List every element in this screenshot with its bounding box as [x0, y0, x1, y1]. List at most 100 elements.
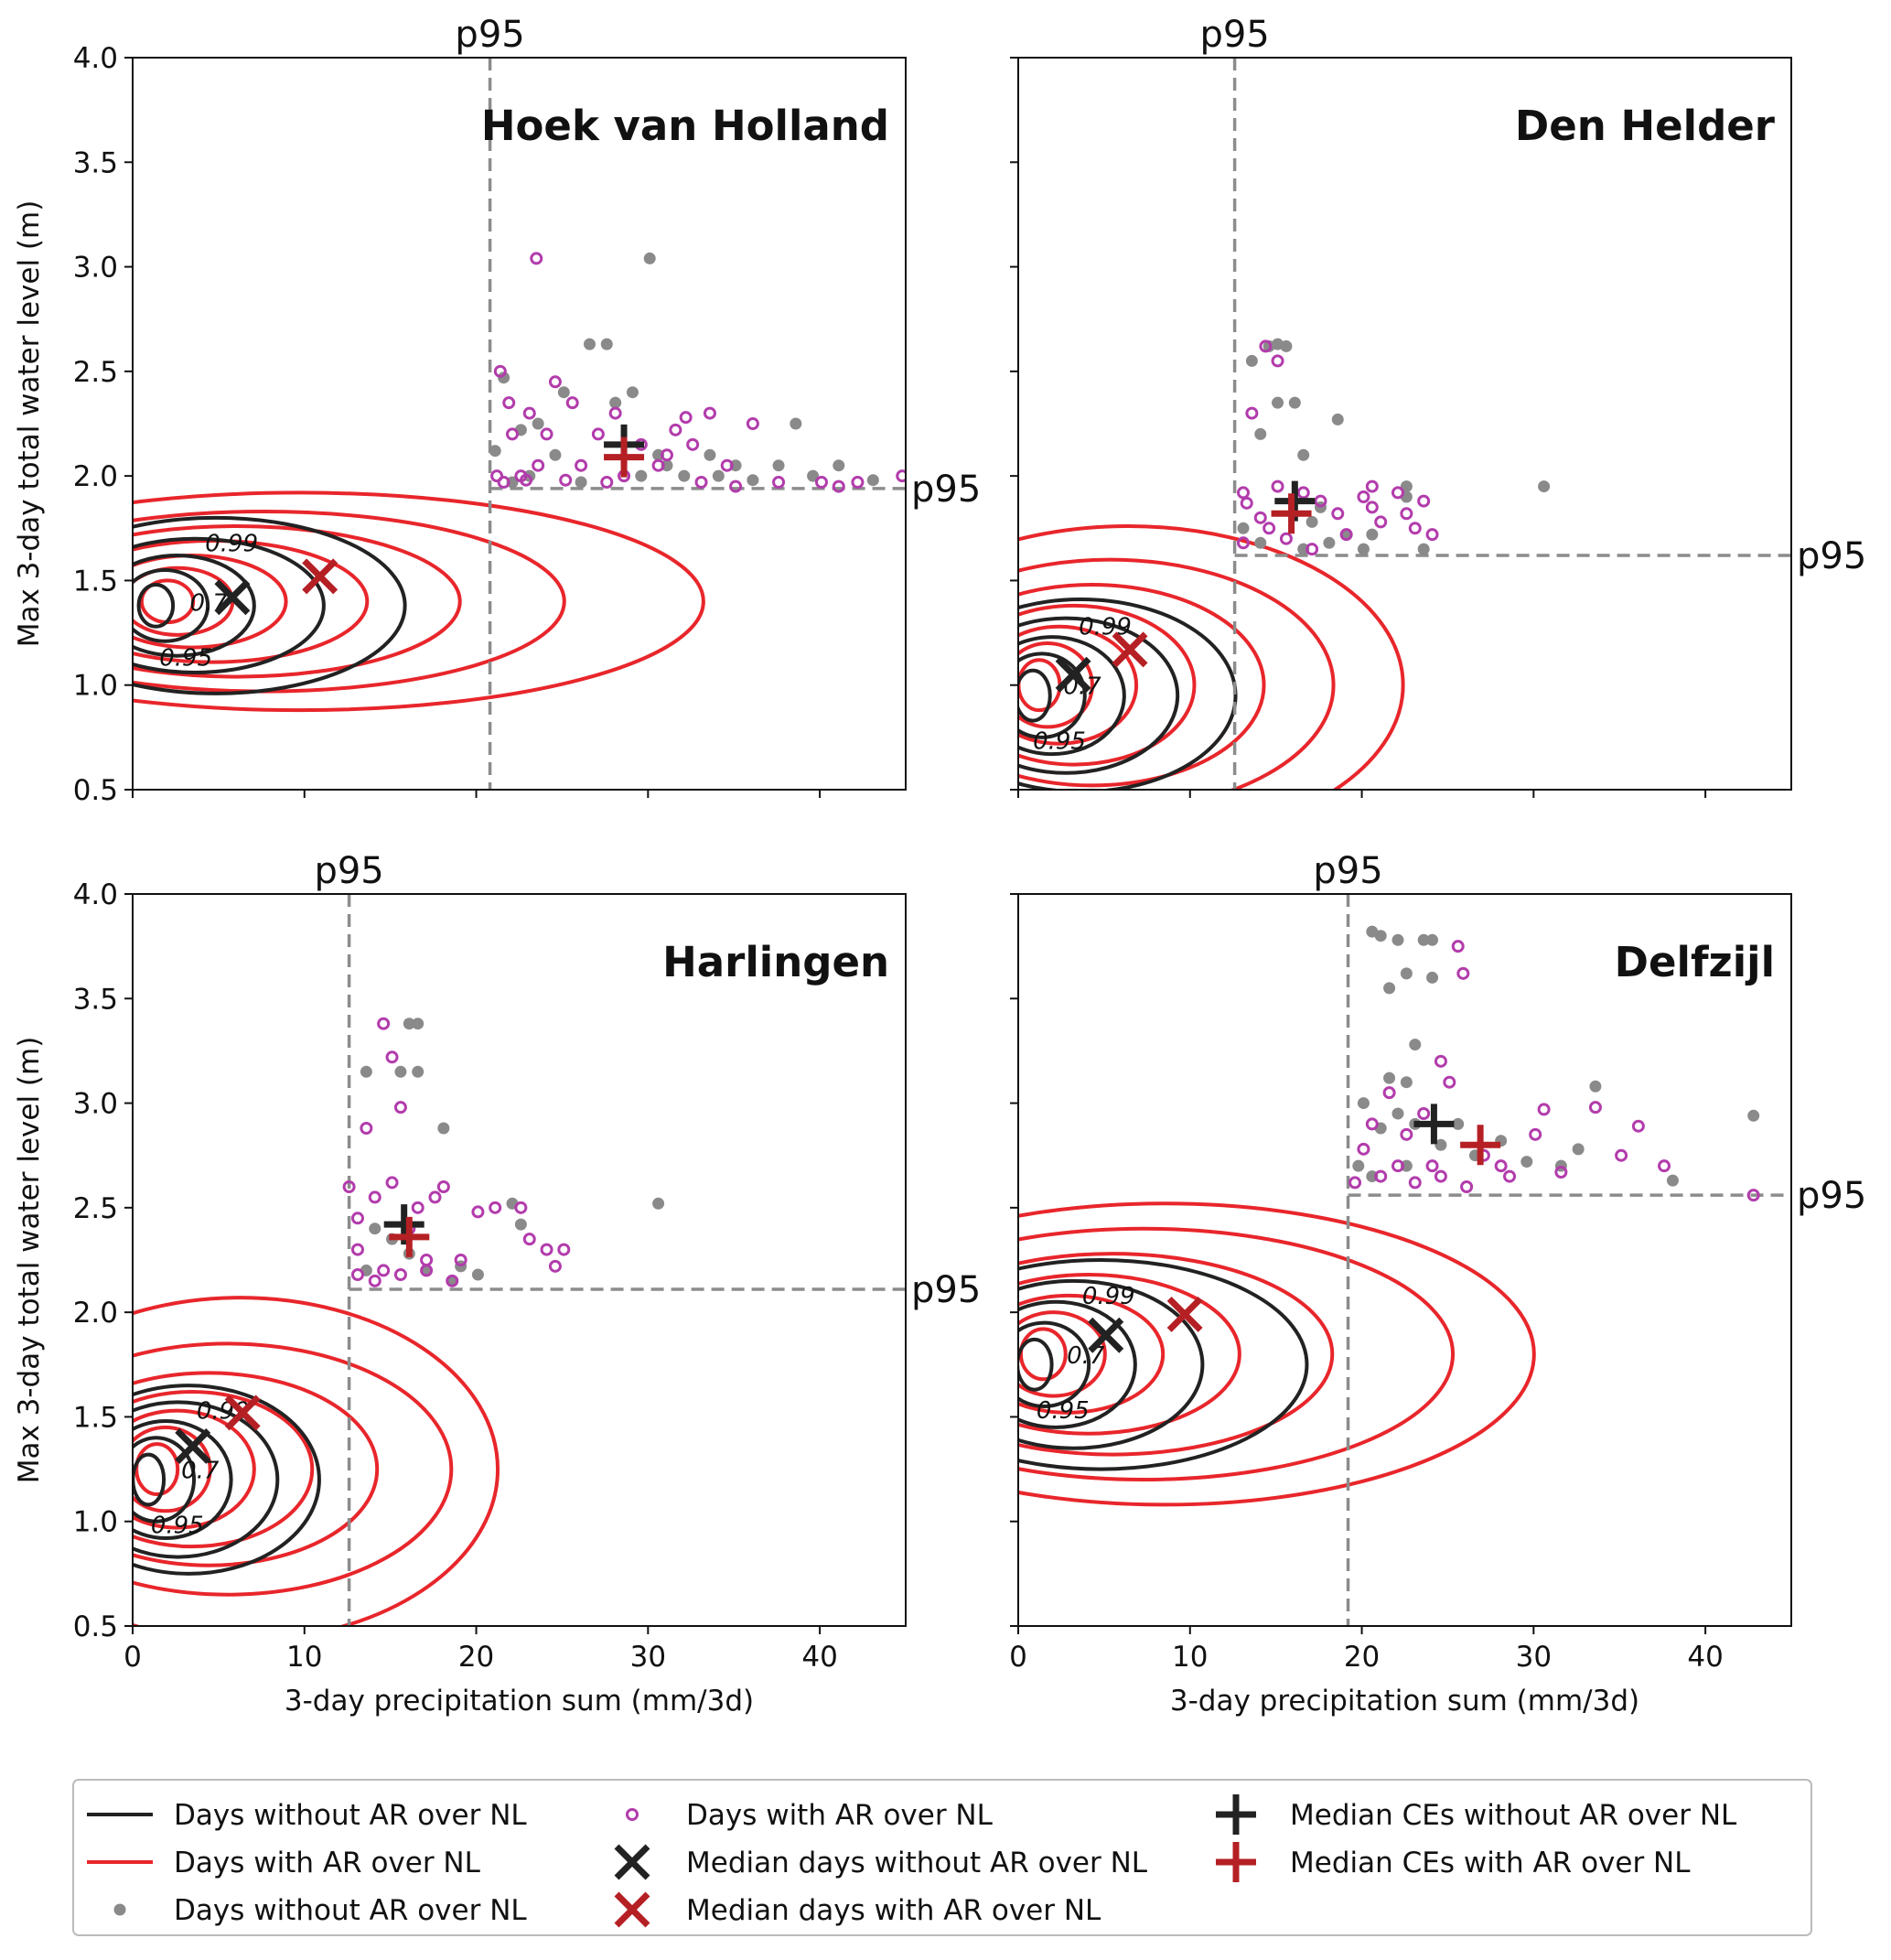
ar-point: [489, 1201, 502, 1214]
median-days-ar-marker: [224, 1395, 261, 1431]
legend: Days without AR over NL Days with AR over…: [72, 1779, 1812, 1936]
no-ar-point: [1520, 1156, 1533, 1168]
no-ar-point: [643, 252, 656, 264]
y-tick-label: 1.5: [73, 565, 118, 598]
no-ar-contour-4: [133, 536, 326, 674]
ar-contour-4: [133, 1390, 315, 1549]
legend-item: Days without AR over NL: [87, 1799, 527, 1832]
ar-point: [1451, 940, 1465, 953]
ar-point: [532, 458, 545, 472]
no-ar-point: [747, 474, 759, 487]
ar-point: [1408, 1176, 1422, 1190]
x-tick-label: 20: [1344, 1641, 1380, 1674]
no-ar-point: [609, 396, 622, 409]
no-ar-point: [807, 469, 820, 482]
p95-x-label: p95: [314, 850, 383, 892]
legend-label: Days without AR over NL: [174, 1799, 527, 1832]
ar-point: [703, 406, 716, 420]
no-ar-point: [772, 459, 785, 472]
legend-label: Median CEs without AR over NL: [1290, 1799, 1737, 1832]
no-ar-point: [1426, 933, 1439, 946]
ar-point: [377, 1017, 391, 1030]
ar-point: [720, 458, 734, 472]
ar-point: [1408, 522, 1422, 535]
legend-box: [72, 1779, 1812, 1936]
axes-frame: [132, 893, 907, 1627]
ar-contour-3: [1018, 624, 1139, 746]
contour-label: 0.95: [159, 644, 212, 672]
ar-point: [557, 1243, 571, 1256]
y-tick-label: 2.0: [73, 460, 118, 493]
ar-point: [651, 458, 665, 472]
ar-point: [679, 411, 693, 425]
ar-point: [1460, 1180, 1474, 1193]
legend-label: Median days with AR over NL: [686, 1894, 1101, 1927]
ar-point: [591, 427, 605, 441]
no-ar-contour-3: [1018, 1299, 1137, 1429]
x-tick-label: 20: [458, 1641, 494, 1674]
no-ar-point: [1400, 1076, 1413, 1089]
ar-point: [420, 1254, 434, 1266]
ar-point: [1365, 479, 1379, 493]
no-ar-point: [1391, 1107, 1404, 1120]
ar-point: [1348, 1176, 1362, 1190]
no-ar-contour-2: [133, 568, 210, 643]
ar-contour-4: [1018, 1273, 1241, 1436]
ar-point: [1615, 1148, 1628, 1162]
no-ar-point: [712, 469, 725, 482]
no-ar-contour-1: [1018, 668, 1052, 723]
ar-point: [471, 1205, 485, 1219]
y-tick-label: 3.0: [73, 1088, 118, 1121]
ar-point: [1253, 511, 1267, 524]
no-ar-contour-5: [1018, 598, 1238, 790]
no-ar-point: [575, 476, 587, 489]
ar-point: [832, 479, 845, 493]
no-ar-point: [635, 469, 648, 482]
y-tick-label: 1.0: [73, 670, 118, 703]
ar-point: [851, 476, 865, 489]
no-ar-point: [403, 1018, 415, 1030]
no-ar-contour-5: [133, 515, 407, 695]
ar-point: [1240, 496, 1253, 510]
no-ar-point: [1434, 1138, 1447, 1151]
y-tick-label: 0.5: [73, 1610, 118, 1643]
no-ar-point: [1357, 1097, 1370, 1110]
ar-point: [350, 1243, 364, 1256]
ar-point: [1425, 1159, 1439, 1173]
no-ar-point: [1572, 1143, 1585, 1156]
y-tick-label: 2.0: [73, 1297, 118, 1330]
no-ar-point: [1538, 480, 1551, 493]
legend-label: Days with AR over NL: [686, 1799, 994, 1832]
ar-point: [729, 479, 743, 493]
no-ar-point: [652, 1197, 665, 1210]
ar-point: [393, 1268, 407, 1281]
median-days-no-ar-marker: [214, 579, 251, 616]
no-ar-point: [600, 338, 613, 350]
ar-point: [1503, 1169, 1517, 1183]
no-ar-point: [412, 1018, 424, 1030]
contour-label: 0.99: [205, 530, 258, 557]
ar-point: [1494, 1159, 1508, 1173]
no-ar-point: [790, 417, 802, 430]
ar-contour-5: [133, 1371, 380, 1567]
ar-contour-4: [1018, 603, 1197, 767]
ar-point: [1259, 339, 1273, 353]
legend-x-swatch: [614, 1844, 650, 1880]
ar-point: [1417, 1107, 1431, 1120]
no-ar-point: [1297, 448, 1310, 461]
legend-item: Days without AR over NL: [113, 1894, 527, 1927]
x-tick-label: 0: [124, 1641, 142, 1674]
no-ar-point: [1254, 427, 1267, 440]
y-tick-label: 3.5: [73, 983, 118, 1016]
median-ce-ar-marker: [389, 1216, 430, 1257]
no-ar-point: [1352, 1159, 1365, 1172]
no-ar-point: [1254, 536, 1267, 549]
no-ar-point: [1237, 522, 1250, 534]
median-ce-ar-marker: [1271, 493, 1312, 534]
no-ar-point: [498, 372, 510, 384]
ar-point: [1365, 1117, 1379, 1131]
ar-point: [505, 427, 519, 441]
p95-y-label: p95: [1797, 535, 1866, 577]
no-ar-point: [471, 1268, 484, 1281]
